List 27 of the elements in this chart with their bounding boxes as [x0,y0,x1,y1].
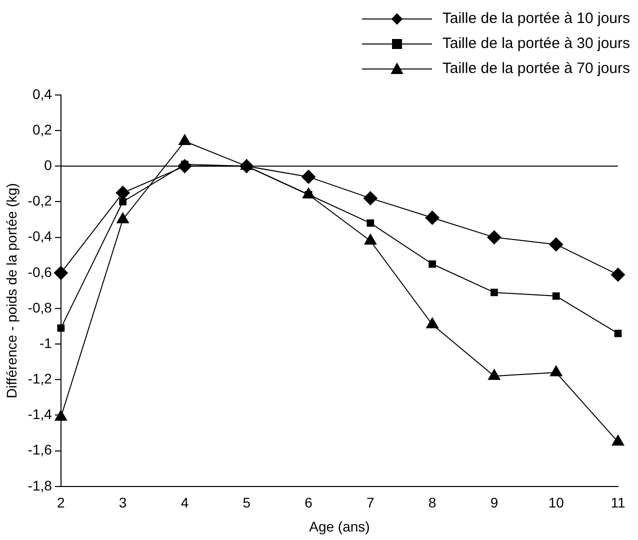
x-tick-label: 6 [304,494,313,511]
y-tick-label: -1,2 [28,370,52,387]
x-tick-label: 4 [180,494,189,511]
y-tick-label: -1 [39,334,52,351]
x-tick-label: 8 [428,494,436,511]
legend-label: Taille de la portée à 70 jours [442,60,630,77]
x-tick-label: 7 [366,494,375,511]
y-tick-label: 0 [44,157,52,174]
y-tick-label: -0,4 [28,228,52,244]
x-tick-label: 5 [242,494,251,511]
y-tick-label: -0,8 [28,299,52,316]
x-axis-title: Age (ans) [309,518,370,534]
y-tick-label: 0,4 [32,86,52,102]
x-tick-label: 9 [490,494,498,511]
legend-label: Taille de la portée à 10 jours [442,10,630,27]
legend-label: Taille de la portée à 30 jours [442,35,630,52]
x-tick-label: 10 [548,494,564,511]
x-tick-label: 3 [118,494,127,511]
x-tick-label: 2 [57,494,66,511]
y-tick-label: -1,4 [28,406,52,422]
y-tick-label: -1,8 [28,477,52,494]
x-tick-label: 11 [610,494,626,511]
y-axis-title: Différence - poids de la portée (kg) [3,183,20,398]
y-tick-label: 0,2 [32,121,52,138]
y-tick-label: -1,6 [28,442,52,458]
y-tick-label: -0,2 [28,192,52,209]
y-tick-label: -0,6 [28,264,52,280]
